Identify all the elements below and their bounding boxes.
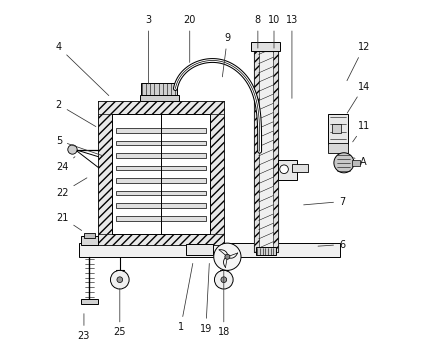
Bar [333,125,341,134]
Bar [98,101,112,244]
Text: 14: 14 [347,82,370,113]
Bar [98,101,224,114]
Bar [292,164,308,172]
Text: 8: 8 [255,15,261,48]
Text: 5: 5 [56,136,103,156]
Circle shape [111,270,129,289]
Text: 23: 23 [78,314,90,341]
Text: 19: 19 [200,264,212,334]
Bar [186,244,213,255]
Bar [352,160,360,166]
Circle shape [280,165,288,174]
Text: 2: 2 [56,100,96,127]
Circle shape [117,277,123,283]
Bar [278,160,297,180]
Text: 24: 24 [56,157,75,172]
Bar [116,166,206,170]
Circle shape [68,145,77,154]
Text: 4: 4 [56,42,109,96]
Text: 3: 3 [146,15,151,84]
Bar [98,101,224,244]
Bar [273,51,278,252]
Bar [328,143,348,153]
Text: 1: 1 [178,264,193,332]
Text: 11: 11 [353,121,370,142]
Circle shape [334,153,354,173]
Circle shape [214,243,241,270]
Bar [116,140,206,145]
Bar [81,299,98,304]
Bar [116,153,206,158]
Bar [81,235,98,244]
Text: 9: 9 [222,33,230,77]
Bar [116,216,206,221]
Circle shape [221,277,226,283]
Bar [112,114,210,234]
Circle shape [214,270,233,289]
Bar [116,178,206,183]
Text: 21: 21 [56,213,82,230]
Bar [254,51,258,252]
Bar [256,247,276,255]
Bar [254,51,278,252]
Text: A: A [354,157,367,167]
Bar [141,83,177,95]
Text: 10: 10 [268,15,280,48]
Bar [116,128,206,133]
Bar [116,191,206,195]
Text: 6: 6 [318,239,345,249]
Text: 22: 22 [56,178,87,198]
Text: 12: 12 [347,42,370,81]
Circle shape [225,254,230,259]
Text: 20: 20 [183,15,196,63]
Bar [79,243,341,257]
Bar [251,42,281,51]
Text: 7: 7 [304,197,345,207]
Text: 13: 13 [286,15,298,98]
Bar [84,233,95,238]
Text: 18: 18 [218,271,230,337]
Bar [116,203,206,208]
Bar [328,114,348,144]
Bar [139,95,179,101]
Text: 25: 25 [114,289,126,337]
Bar [210,101,224,244]
Bar [98,234,224,244]
